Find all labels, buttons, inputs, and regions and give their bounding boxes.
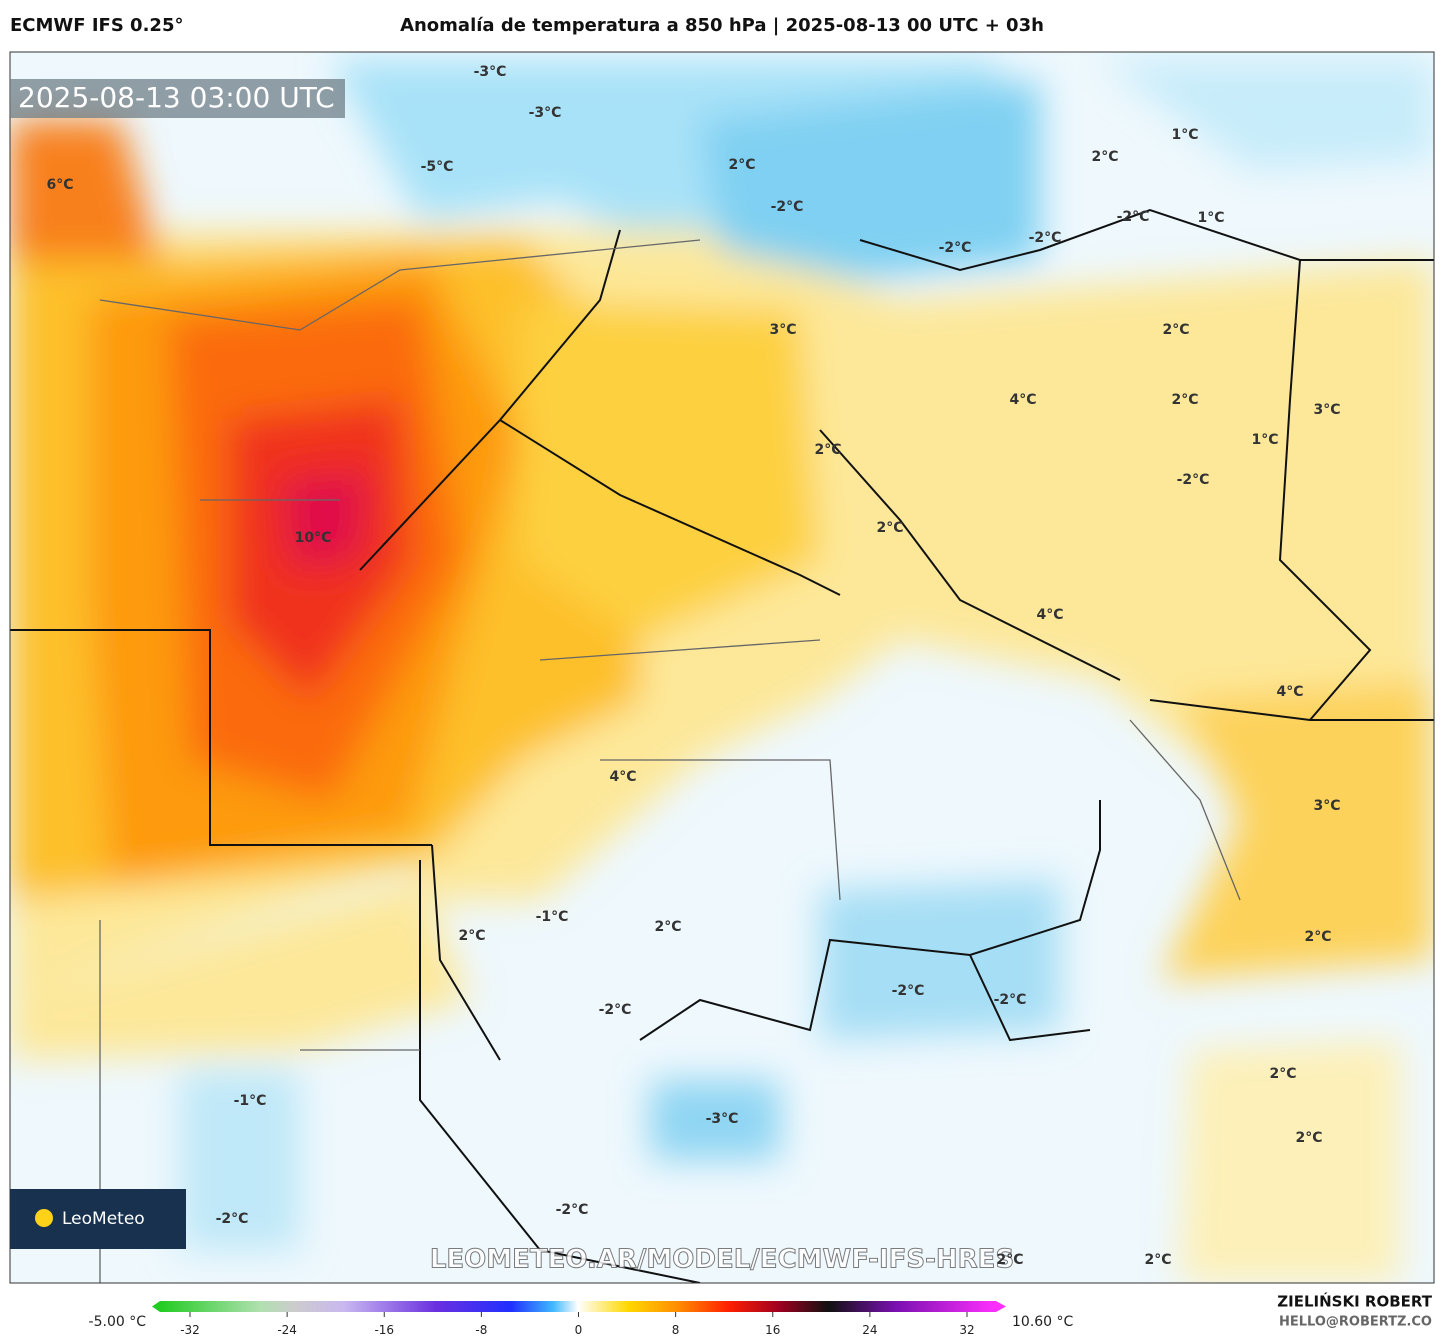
model-name: ECMWF IFS 0.25° [10,15,183,36]
contour-label: 3°C [1313,402,1340,418]
contour-label: 1°C [1251,432,1278,448]
contour-label: -2°C [939,240,972,256]
contour-label: 4°C [1276,684,1303,700]
contour-label: -2°C [892,983,925,999]
contour-label: -2°C [1117,209,1150,225]
contour-label: -2°C [599,1002,632,1018]
contour-label: -2°C [1177,472,1210,488]
contour-label: 3°C [1313,798,1340,814]
contour-label: 1°C [1197,210,1224,226]
contour-label: -2°C [994,992,1027,1008]
map [10,52,1434,1283]
email: HELLO@ROBERTZ.CO [1279,1315,1432,1330]
contour-label: -2°C [556,1202,589,1218]
colorbar-tick-label: 32 [959,1323,974,1337]
timestamp: 2025-08-13 03:00 UTC [18,81,335,114]
contour-label: 4°C [1036,607,1063,623]
logo: LeoMeteo [62,1209,145,1229]
contour-label: 2°C [814,442,841,458]
contour-label: -1°C [234,1093,267,1109]
watermark: LEOMETEO.AR/MODEL/ECMWF-IFS-HRES [430,1245,1014,1275]
contour-label: -2°C [216,1211,249,1227]
contour-label: 2°C [1304,929,1331,945]
contour-label: 2°C [728,157,755,173]
contour-label: -3°C [529,105,562,121]
contour-label: -3°C [706,1111,739,1127]
contour-label: 4°C [1009,392,1036,408]
colorbar-tick-label: 8 [672,1323,680,1337]
colorbar-tick-label: -16 [374,1323,394,1337]
contour-label: -1°C [536,909,569,925]
colorbar-tick-label: -32 [180,1323,200,1337]
colorbar-arrow [152,1301,160,1312]
colorbar-arrow [996,1301,1006,1312]
colorbar-ticks: -32 -24 -16 -8 0 8 16 24 32 [180,1312,975,1337]
contour-label: 2°C [1091,149,1118,165]
author: ZIELIŃSKI ROBERT [1277,1292,1432,1311]
colorbar-max: 10.60 °C [1012,1314,1074,1330]
contour-labels: -3°C -3°C -5°C 2°C -2°C -2°C -2°C -2°C 2°C 1°C 1°C… [46,64,1340,1268]
contour-label: 10°C [295,530,332,546]
colorbar-tick-label: -8 [475,1323,487,1337]
contour-label: 2°C [1144,1252,1171,1268]
contour-label: 2°C [876,520,903,536]
colorbar-tick-label: -24 [277,1323,297,1337]
colorbar-tick-label: 24 [862,1323,877,1337]
contour-label: 2°C [654,919,681,935]
colorbar [160,1301,996,1312]
contour-label: 6°C [46,177,73,193]
colorbar-min: -5.00 °C [89,1314,147,1330]
contour-label: -3°C [474,64,507,80]
contour-label: 2°C [1295,1130,1322,1146]
contour-label: 2°C [1162,322,1189,338]
contour-label: 3°C [769,322,796,338]
contour-label: 4°C [609,769,636,785]
contour-label: 2°C [1269,1066,1296,1082]
contour-label: 2°C [1171,392,1198,408]
contour-label: -2°C [1029,230,1062,246]
contour-label: -2°C [771,199,804,215]
title: Anomalía de temperatura a 850 hPa | 2025… [400,15,1044,36]
colorbar-tick-label: 0 [575,1323,583,1337]
contour-label: -5°C [421,159,454,175]
contour-label: 2°C [996,1252,1023,1268]
contour-label: 1°C [1171,127,1198,143]
colorbar-tick-label: 16 [765,1323,780,1337]
contour-label: 2°C [458,928,485,944]
